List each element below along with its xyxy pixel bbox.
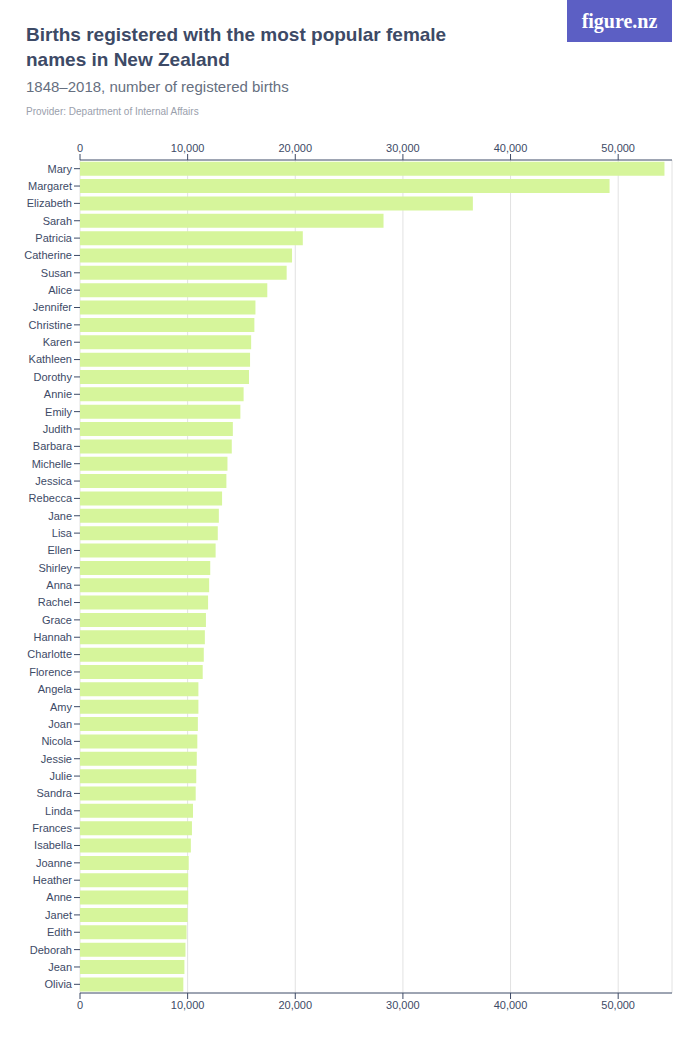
- svg-text:Catherine: Catherine: [24, 249, 72, 261]
- svg-text:Joan: Joan: [48, 718, 72, 730]
- svg-text:Ellen: Ellen: [48, 544, 72, 556]
- svg-text:Margaret: Margaret: [28, 180, 72, 192]
- svg-text:Emily: Emily: [45, 406, 72, 418]
- svg-text:Amy: Amy: [50, 701, 73, 713]
- svg-text:Annie: Annie: [44, 388, 72, 400]
- svg-text:Florence: Florence: [29, 666, 72, 678]
- html-text:Provider: Department of Intern: Provider: Department of Internal Affairs: [26, 106, 199, 117]
- svg-text:Rebecca: Rebecca: [29, 492, 73, 504]
- svg-text:Linda: Linda: [45, 805, 73, 817]
- svg-text:Grace: Grace: [42, 614, 72, 626]
- svg-text:Olivia: Olivia: [44, 978, 72, 990]
- svg-text:Patricia: Patricia: [35, 232, 73, 244]
- svg-text:50,000: 50,000: [601, 142, 635, 154]
- svg-text:Dorothy: Dorothy: [33, 371, 72, 383]
- svg-text:Christine: Christine: [29, 319, 72, 331]
- html-text:Births registered with the mos: Births registered with the most popular …: [26, 24, 447, 70]
- svg-text:10,000: 10,000: [171, 142, 205, 154]
- svg-text:Jean: Jean: [48, 961, 72, 973]
- svg-text:Michelle: Michelle: [32, 458, 72, 470]
- svg-text:0: 0: [77, 999, 83, 1011]
- svg-text:Anna: Anna: [46, 579, 73, 591]
- svg-text:40,000: 40,000: [494, 999, 528, 1011]
- svg-text:30,000: 30,000: [386, 142, 420, 154]
- svg-text:10,000: 10,000: [171, 999, 205, 1011]
- svg-text:Heather: Heather: [33, 874, 72, 886]
- svg-text:Isabella: Isabella: [34, 839, 73, 851]
- svg-text:Jane: Jane: [48, 510, 72, 522]
- svg-text:Julie: Julie: [49, 770, 72, 782]
- svg-text:Frances: Frances: [32, 822, 72, 834]
- svg-text:Jessie: Jessie: [41, 753, 72, 765]
- svg-text:30,000: 30,000: [386, 999, 420, 1011]
- svg-text:Mary: Mary: [48, 163, 73, 175]
- svg-text:Charlotte: Charlotte: [27, 648, 72, 660]
- svg-text:Joanne: Joanne: [36, 857, 72, 869]
- svg-text:Alice: Alice: [48, 284, 72, 296]
- svg-text:Barbara: Barbara: [33, 440, 73, 452]
- svg-text:Rachel: Rachel: [38, 596, 72, 608]
- html-text:1848–2018, number of registere: 1848–2018, number of registered births: [26, 78, 289, 95]
- svg-text:Nicola: Nicola: [41, 735, 72, 747]
- svg-text:Judith: Judith: [43, 423, 72, 435]
- svg-text:20,000: 20,000: [278, 999, 312, 1011]
- svg-text:Sandra: Sandra: [37, 787, 73, 799]
- svg-text:Lisa: Lisa: [52, 527, 73, 539]
- svg-text:Sarah: Sarah: [43, 215, 72, 227]
- svg-text:Shirley: Shirley: [38, 562, 72, 574]
- svg-text:20,000: 20,000: [278, 142, 312, 154]
- svg-text:Deborah: Deborah: [30, 944, 72, 956]
- svg-text:Jennifer: Jennifer: [33, 301, 72, 313]
- svg-text:Karen: Karen: [43, 336, 72, 348]
- svg-text:Angela: Angela: [38, 683, 73, 695]
- svg-text:Susan: Susan: [41, 267, 72, 279]
- svg-text:50,000: 50,000: [601, 999, 635, 1011]
- svg-text:0: 0: [77, 142, 83, 154]
- svg-text:Anne: Anne: [46, 891, 72, 903]
- svg-text:Janet: Janet: [45, 909, 72, 921]
- svg-text:Edith: Edith: [47, 926, 72, 938]
- svg-text:Kathleen: Kathleen: [29, 353, 72, 365]
- svg-text:Hannah: Hannah: [33, 631, 72, 643]
- svg-text:Elizabeth: Elizabeth: [27, 197, 72, 209]
- svg-text:40,000: 40,000: [494, 142, 528, 154]
- html-text:figure.nz: figure.nz: [581, 9, 658, 32]
- svg-text:Jessica: Jessica: [35, 475, 73, 487]
